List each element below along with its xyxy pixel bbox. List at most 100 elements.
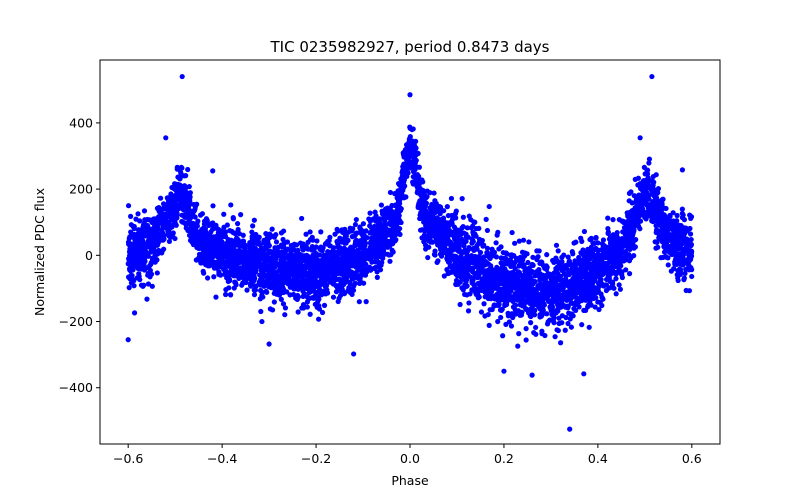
data-point [280,236,286,243]
data-point [619,269,625,275]
data-point [486,203,492,210]
data-point [248,283,254,289]
data-point [314,238,320,244]
data-point [155,251,161,257]
data-point [517,302,523,308]
data-point [482,268,489,274]
data-point [478,264,484,271]
data-point [191,207,197,214]
data-point [250,223,256,229]
data-point [539,328,545,334]
data-point [520,237,527,243]
data-point [154,270,160,276]
data-point [576,259,582,266]
data-point [664,227,670,233]
data-point [643,216,649,222]
data-point [575,299,582,305]
data-point [586,324,592,330]
data-point [639,184,646,190]
data-point [550,277,556,283]
data-point [660,196,666,202]
data-point [489,246,495,252]
data-point [582,290,588,296]
data-point [444,220,450,226]
data-point [224,263,230,269]
data-point [536,248,542,254]
data-point [278,257,284,263]
data-point [466,300,472,306]
data-point [373,251,379,257]
data-point [670,218,676,224]
data-point [631,253,637,259]
data-point [431,190,437,196]
data-point [333,289,340,295]
data-point [506,274,512,280]
data-point [489,306,495,313]
data-point [223,287,229,293]
data-point [684,259,690,266]
data-point [649,178,655,184]
data-point [336,295,342,301]
data-point [409,162,416,168]
data-point [648,201,654,207]
data-point [178,164,184,170]
data-point [149,283,155,289]
data-point [579,322,585,328]
data-point [539,290,545,296]
data-point [213,251,219,258]
data-point [497,272,503,279]
data-point [689,273,695,280]
data-point [345,229,352,235]
data-point [488,250,495,257]
data-point [667,223,673,229]
data-point [376,218,382,224]
data-point [342,240,348,246]
data-point [216,228,222,234]
data-point [458,274,464,280]
data-point [493,240,499,246]
data-point [448,195,455,202]
data-point [256,248,262,254]
data-point [482,294,488,300]
data-point [318,229,324,235]
data-point [442,226,448,232]
data-point [525,289,531,295]
data-point [426,244,432,250]
data-point [668,268,674,274]
data-point [144,224,150,231]
data-point [505,288,511,294]
data-point [523,278,529,284]
data-point [593,252,600,258]
data-point [428,239,434,245]
data-point [504,270,510,276]
data-point [473,264,479,270]
data-point [688,265,694,271]
data-point [181,173,188,179]
data-point [259,318,265,325]
data-point [161,236,167,242]
data-point [598,269,604,275]
data-point [357,280,363,286]
data-point [347,273,353,279]
data-point [193,257,199,263]
data-point [156,204,162,211]
data-point [529,301,535,307]
data-point [567,316,573,322]
data-point [187,190,193,196]
data-point [605,244,612,251]
data-point [447,269,453,276]
data-point [472,219,478,225]
data-point [568,324,575,330]
data-point [645,193,652,199]
data-point [522,252,528,258]
data-point [577,284,583,290]
data-point [180,206,186,212]
data-point [182,185,189,191]
data-point [482,313,488,319]
data-point [626,258,633,264]
data-point [252,287,259,293]
data-point [374,274,380,280]
data-point [129,241,135,247]
data-point [172,220,178,226]
data-point [312,301,318,307]
